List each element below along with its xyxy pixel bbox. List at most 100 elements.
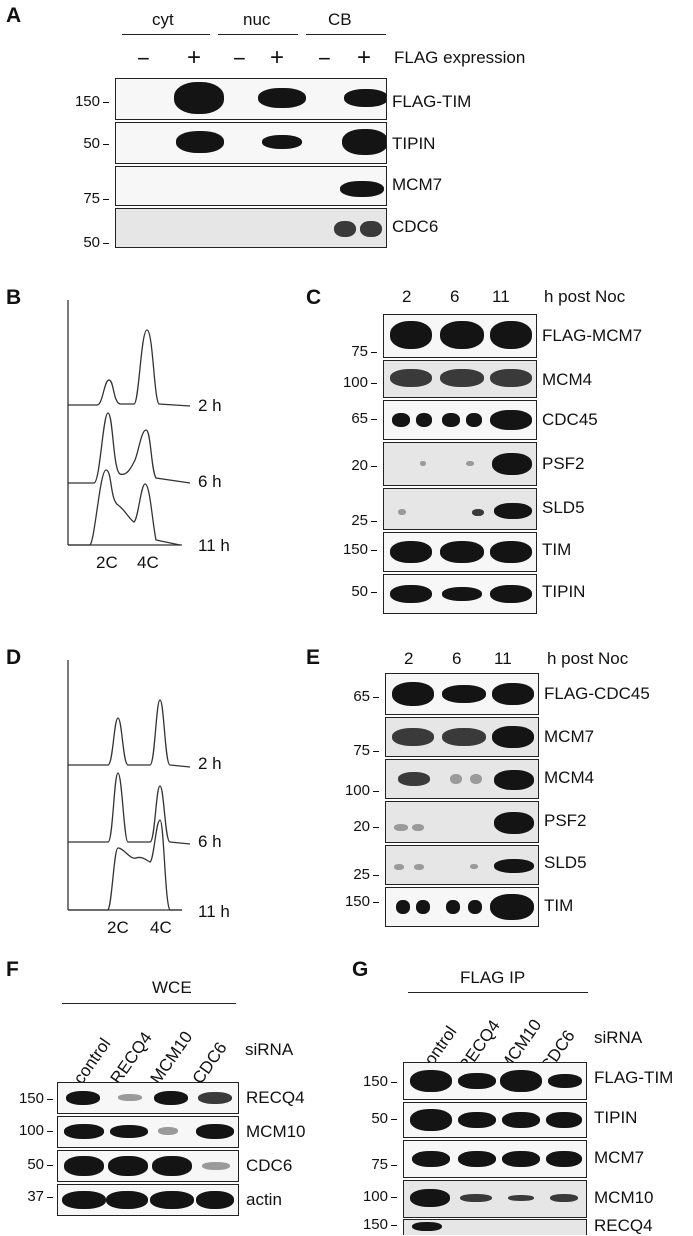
blot-band xyxy=(546,1112,582,1128)
protein-label: PSF2 xyxy=(542,454,585,473)
mw-marker: 50 xyxy=(4,1156,53,1173)
blot-mcm10-g xyxy=(403,1180,587,1218)
blot-flag-tim xyxy=(115,78,387,120)
mw-marker: 100 xyxy=(330,782,379,799)
blot-band xyxy=(398,772,430,786)
blot-band xyxy=(154,1091,188,1105)
blot-band xyxy=(392,682,434,706)
blot-band xyxy=(446,900,460,914)
blot-band xyxy=(420,461,426,466)
blot-band xyxy=(490,541,532,563)
blot-band xyxy=(492,453,532,475)
blot-band xyxy=(470,864,478,869)
blot-band xyxy=(152,1156,192,1176)
mw-marker: 20 xyxy=(330,818,379,835)
panel-letter-a: A xyxy=(6,4,22,27)
protein-label: TIPIN xyxy=(594,1108,638,1127)
blot-band xyxy=(62,1191,106,1209)
panel-letter-e: E xyxy=(306,646,321,669)
blot-recq4 xyxy=(57,1082,239,1114)
blot-band xyxy=(450,774,462,784)
mw-marker: 100 xyxy=(348,1188,397,1205)
blot-band xyxy=(198,1092,232,1104)
protein-label: TIM xyxy=(544,896,574,915)
panel-letter-d: D xyxy=(6,646,22,669)
blot-recq4-g xyxy=(403,1219,587,1235)
blot-band xyxy=(466,461,474,466)
blot-band xyxy=(390,585,432,603)
blot-band xyxy=(106,1191,148,1209)
blot-band xyxy=(360,221,382,237)
blot-band xyxy=(470,774,482,784)
wce-header: WCE xyxy=(152,978,192,997)
blot-band xyxy=(64,1156,104,1176)
protein-label: FLAG-CDC45 xyxy=(544,684,650,703)
post-noc-label: h post Noc xyxy=(547,649,629,668)
protein-label: MCM7 xyxy=(594,1148,645,1167)
blot-band xyxy=(494,770,534,790)
group-line-cb xyxy=(306,34,386,35)
protein-label: TIM xyxy=(542,540,572,559)
mw-marker: 50 xyxy=(328,583,377,600)
wce-line xyxy=(62,1003,236,1004)
x-tick-4c: 4C xyxy=(137,553,159,572)
protein-label: actin xyxy=(246,1190,282,1209)
blot-band xyxy=(398,509,406,515)
blot-actin xyxy=(57,1184,239,1216)
blot-band xyxy=(490,410,532,430)
blot-band xyxy=(110,1125,148,1138)
blot-band xyxy=(66,1091,100,1105)
blot-band xyxy=(262,135,302,149)
mw-marker: 50 xyxy=(60,135,109,152)
protein-label-mcm7: MCM7 xyxy=(392,175,443,194)
blot-band xyxy=(150,1191,194,1209)
blot-tim xyxy=(385,887,539,927)
protein-label-tipin: TIPIN xyxy=(392,134,436,153)
group-line-cyt xyxy=(122,34,210,35)
blot-band xyxy=(394,824,408,831)
blot-band xyxy=(494,859,534,873)
mw-marker: 20 xyxy=(328,457,377,474)
mw-marker: 75 xyxy=(328,343,377,360)
blot-band xyxy=(492,726,534,748)
protein-label: SLD5 xyxy=(544,853,587,872)
time-label-b: 2 h xyxy=(198,396,222,415)
protein-label: MCM10 xyxy=(246,1122,306,1141)
plus-sign: + xyxy=(187,44,202,71)
mw-marker: 150 xyxy=(330,893,379,910)
blot-cdc6 xyxy=(115,208,387,248)
blot-band xyxy=(550,1194,578,1202)
protein-label-cdc6: CDC6 xyxy=(392,217,439,236)
protein-label: FLAG-MCM7 xyxy=(542,326,643,345)
blot-band xyxy=(342,129,386,155)
time-col-label: 6 xyxy=(452,649,462,668)
blot-psf2 xyxy=(385,801,539,843)
blot-band xyxy=(396,900,410,914)
panel-letter-b: B xyxy=(6,286,22,309)
sirna-label: siRNA xyxy=(245,1040,294,1059)
mw-marker: 75 xyxy=(348,1156,397,1173)
blot-cdc45 xyxy=(383,400,537,440)
blot-band xyxy=(416,900,430,914)
blot-tim xyxy=(383,532,537,572)
blot-sld5 xyxy=(383,488,537,530)
protein-label: CDC45 xyxy=(542,410,598,429)
panel-letter-g: G xyxy=(352,958,369,981)
plus-sign: + xyxy=(357,44,372,71)
blot-psf2 xyxy=(383,442,537,486)
blot-band xyxy=(410,1109,452,1131)
blot-flag-tim-g xyxy=(403,1062,587,1100)
blot-band xyxy=(458,1151,496,1167)
mw-marker: 25 xyxy=(328,512,377,529)
blot-band xyxy=(410,1189,450,1207)
blot-mcm7-g xyxy=(403,1140,587,1178)
minus-sign: − xyxy=(233,46,246,71)
blot-band xyxy=(174,82,224,114)
blot-band xyxy=(334,221,356,237)
blot-band xyxy=(118,1094,142,1101)
blot-tipin-g xyxy=(403,1102,587,1138)
blot-band xyxy=(258,88,306,108)
mw-marker: 37 xyxy=(4,1188,53,1205)
time-col-label: 2 xyxy=(402,287,412,306)
